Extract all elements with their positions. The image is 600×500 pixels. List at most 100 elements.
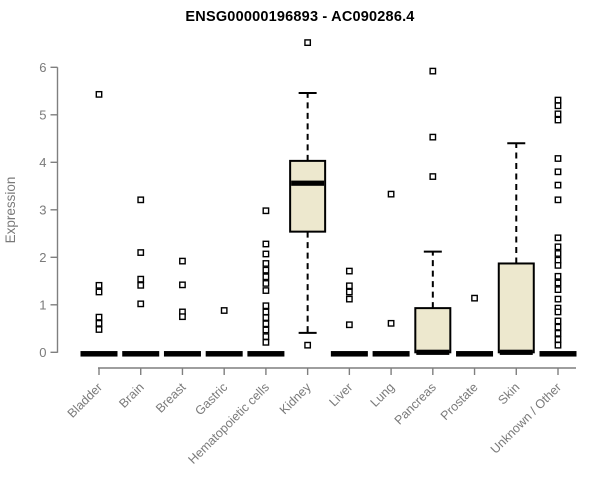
outlier-point: [262, 260, 270, 267]
outlier-point: [262, 320, 270, 328]
outlier-point: [429, 67, 437, 75]
outlier-point: [262, 302, 270, 310]
outlier-point: [262, 280, 270, 287]
y-tick-label: 0: [39, 345, 46, 360]
collapsed-box-at-zero: [163, 351, 201, 357]
outlier-point: [554, 102, 562, 110]
outlier-point: [262, 326, 270, 334]
outlier-point: [262, 273, 270, 281]
outlier-point: [95, 313, 103, 321]
outlier-point: [554, 272, 562, 280]
x-tick-label: Bladder: [65, 380, 105, 420]
y-tick-label: 2: [39, 250, 46, 265]
outlier-point: [137, 281, 145, 289]
x-tick-label: Lung: [368, 380, 398, 410]
outlier-point: [262, 240, 270, 248]
median-line: [291, 180, 325, 186]
y-tick-label: 3: [39, 202, 46, 217]
x-tick-label: Kidney: [277, 380, 314, 417]
outlier-point: [387, 319, 395, 327]
outlier-point: [554, 250, 562, 257]
outlier-point: [304, 341, 312, 349]
collapsed-box-at-zero: [330, 351, 368, 357]
x-tick-label: Pancreas: [392, 380, 439, 427]
outlier-point: [429, 173, 437, 180]
outlier-point: [95, 319, 103, 327]
outlier-point: [554, 234, 562, 242]
outlier-point: [179, 313, 186, 321]
x-tick-label: Liver: [326, 380, 355, 409]
outlier-point: [554, 243, 562, 251]
outlier-point: [554, 329, 562, 337]
outlier-point: [262, 250, 270, 258]
outlier-point: [554, 286, 562, 293]
outlier-point: [262, 314, 270, 322]
outlier-point: [95, 90, 103, 98]
outlier-point: [137, 249, 145, 256]
outlier-point: [304, 39, 312, 47]
outlier-point: [554, 155, 562, 162]
collapsed-box-at-zero: [372, 351, 410, 357]
outlier-point: [345, 282, 353, 290]
chart-title: ENSG00000196893 - AC090286.4: [185, 9, 415, 25]
outlier-point: [387, 190, 395, 198]
outlier-point: [179, 281, 186, 289]
outlier-point: [554, 196, 562, 204]
outlier-point: [95, 326, 103, 333]
x-tick-label: Breast: [153, 380, 189, 416]
outlier-point: [262, 287, 270, 294]
outlier-point: [554, 168, 562, 176]
outlier-point: [262, 333, 270, 341]
x-tick-label: Unknown / Other: [488, 380, 564, 456]
outlier-point: [554, 279, 562, 287]
outlier-point: [345, 321, 353, 329]
outlier-point: [220, 307, 228, 314]
box: [414, 307, 452, 354]
collapsed-box-at-zero: [247, 351, 285, 357]
outlier-point: [554, 96, 562, 104]
box: [497, 262, 535, 354]
y-tick-label: 5: [39, 107, 46, 122]
outlier-point: [554, 110, 562, 118]
outlier-point: [554, 317, 562, 325]
x-tick-label: Gastric: [192, 380, 230, 418]
y-tick-label: 6: [39, 60, 46, 75]
box: [289, 159, 327, 233]
outlier-point: [345, 295, 353, 303]
outlier-point: [262, 207, 270, 215]
outlier-point: [554, 295, 562, 303]
outlier-point: [179, 257, 186, 265]
y-axis-title: Expression: [3, 177, 18, 244]
outlier-point: [137, 300, 145, 308]
outlier-point: [262, 266, 270, 274]
outlier-point: [137, 275, 145, 283]
collapsed-box-at-zero: [80, 351, 118, 357]
outlier-point: [554, 116, 562, 124]
outlier-point: [262, 338, 270, 346]
outlier-point: [345, 267, 353, 275]
outlier-point: [471, 294, 478, 302]
outlier-point: [554, 336, 562, 343]
median-line: [499, 349, 533, 355]
x-tick-label: Brain: [116, 380, 147, 411]
collapsed-box-at-zero: [456, 351, 494, 357]
outlier-point: [554, 261, 562, 269]
outlier-point: [262, 308, 270, 316]
x-tick-label: Prostate: [438, 380, 481, 423]
collapsed-box-at-zero: [205, 351, 243, 357]
median-line: [416, 349, 450, 355]
outlier-point: [554, 181, 562, 189]
outlier-point: [554, 341, 562, 349]
y-tick-label: 4: [39, 155, 46, 170]
x-tick-label: Hematopoietic cells: [185, 380, 272, 467]
outlier-point: [137, 196, 145, 204]
outlier-point: [95, 281, 103, 289]
outlier-point: [95, 288, 103, 296]
x-tick-label: Skin: [495, 380, 522, 407]
outlier-point: [554, 308, 562, 316]
collapsed-box-at-zero: [122, 351, 160, 357]
y-tick-label: 1: [39, 297, 46, 312]
outlier-point: [429, 133, 437, 141]
